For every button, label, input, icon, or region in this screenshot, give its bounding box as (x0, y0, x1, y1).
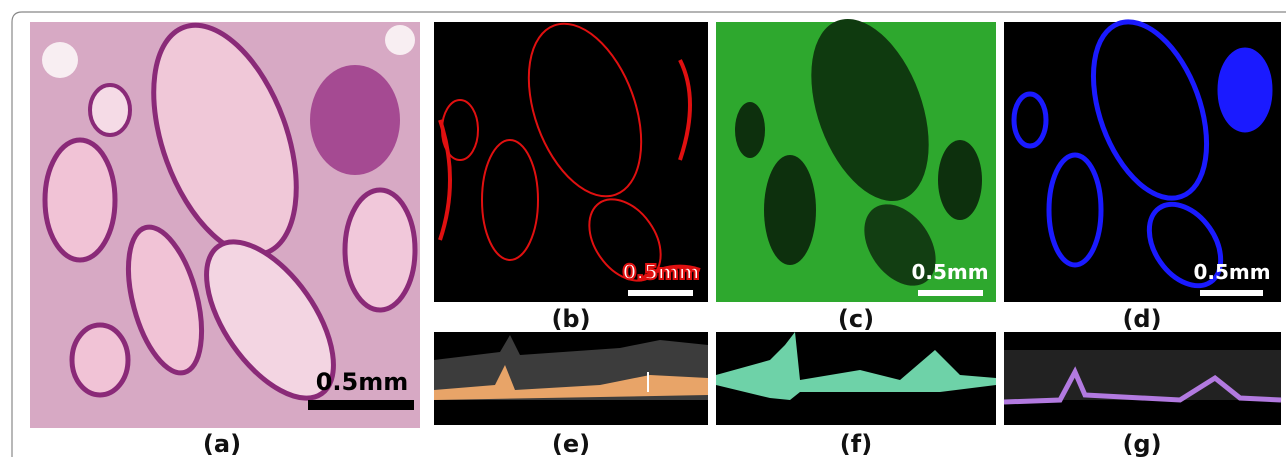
panel-label: (f) (840, 430, 872, 457)
panel-g-image (1004, 332, 1281, 425)
panel-label: (c) (838, 305, 874, 333)
scale-bar-label: 0.5mm (622, 260, 699, 284)
scale-bar-label: 0.5mm (911, 260, 988, 284)
panel-c-image: 0.5mm (716, 3, 996, 302)
panel-e-image (434, 332, 708, 425)
panel-label: (e) (552, 430, 590, 457)
panel-label: (d) (1122, 305, 1161, 333)
panel-a-image: 0.5mm (30, 6, 420, 428)
panel-label: (a) (203, 430, 241, 457)
panel-f-image (716, 332, 996, 425)
figure: 0.5mm (a) 0.5mm (b) 0.5mm (c) 0.5mm (d) (0, 0, 1286, 457)
panel-label: (g) (1122, 430, 1161, 457)
panel-label: (b) (551, 305, 590, 333)
scale-bar-label: 0.5mm (316, 368, 409, 396)
panel-b-image: 0.5mm (434, 8, 708, 302)
panel-d-image: 0.5mm (1004, 6, 1281, 302)
scale-bar-label: 0.5mm (1193, 260, 1270, 284)
